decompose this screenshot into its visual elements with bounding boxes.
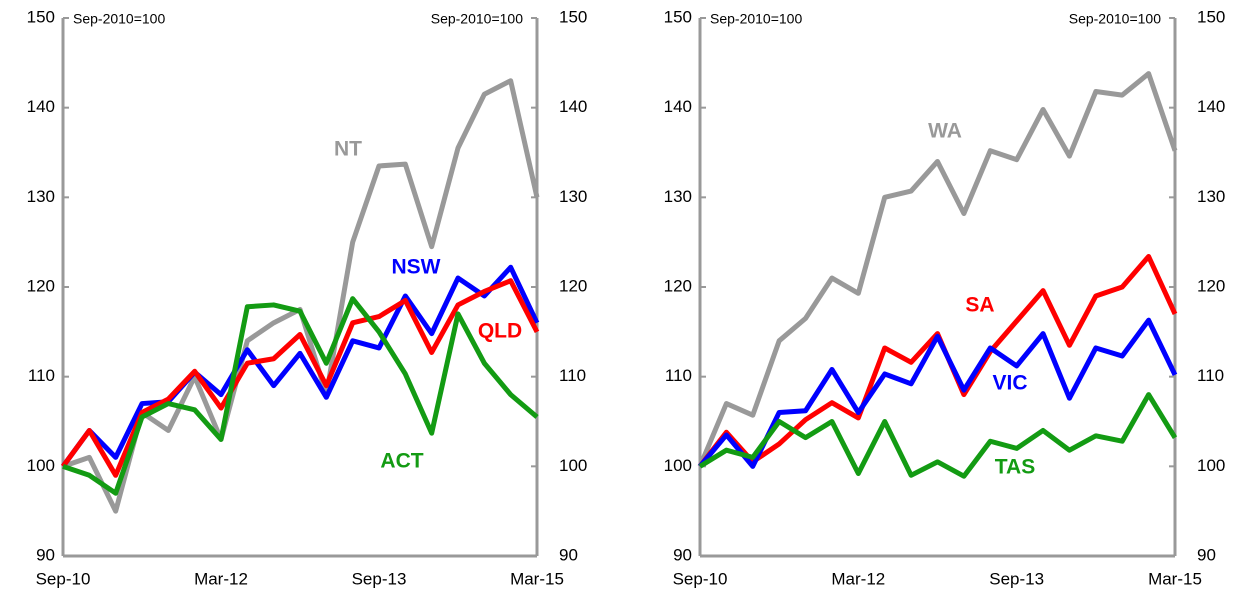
y2-tick-label: 130 (1197, 187, 1225, 206)
y-tick-label: 130 (664, 187, 692, 206)
y2-tick-label: 150 (1197, 7, 1225, 26)
series-label: TAS (995, 456, 1035, 479)
y2-tick-label: 100 (1197, 456, 1225, 475)
x-tick-label: Sep-13 (352, 569, 407, 588)
y2-tick-label: 90 (1197, 545, 1216, 564)
y2-tick-label: 110 (1197, 366, 1224, 385)
x-tick-label: Mar-12 (831, 569, 885, 588)
y-tick-label: 130 (27, 187, 55, 206)
y-tick-label: 150 (664, 7, 692, 26)
series-label: NT (334, 138, 362, 161)
series-label: SA (965, 294, 994, 317)
y2-tick-label: 130 (559, 187, 587, 206)
series-label: NSW (392, 256, 441, 279)
series-line (698, 392, 1178, 479)
x-tick-label: Mar-12 (194, 569, 248, 588)
y-tick-label: 100 (27, 456, 55, 475)
series-line (60, 278, 540, 478)
y-tick-label: 120 (664, 276, 692, 295)
y2-tick-label: 110 (559, 366, 586, 385)
y2-unit-label: Sep-2010=100 (1069, 11, 1161, 27)
y-tick-label: 110 (28, 366, 55, 385)
y-tick-label: 100 (664, 456, 692, 475)
x-tick-label: Sep-10 (36, 569, 91, 588)
series-line (698, 254, 1178, 468)
series-line (60, 264, 540, 468)
x-tick-label: Sep-10 (673, 569, 728, 588)
y2-tick-label: 120 (1197, 276, 1225, 295)
x-tick-label: Mar-15 (510, 569, 564, 588)
y2-tick-label: 100 (559, 456, 587, 475)
y-tick-label: 120 (27, 276, 55, 295)
y-tick-label: 90 (673, 545, 692, 564)
y-unit-label: Sep-2010=100 (73, 11, 165, 27)
y2-tick-label: 150 (559, 7, 587, 26)
y-tick-label: 140 (27, 97, 55, 116)
x-tick-label: Sep-13 (989, 569, 1044, 588)
y-tick-label: 90 (36, 545, 55, 564)
y-tick-label: 150 (27, 7, 55, 26)
series-label: VIC (992, 372, 1027, 395)
x-tick-label: Mar-15 (1148, 569, 1202, 588)
y2-unit-label: Sep-2010=100 (431, 11, 523, 27)
y2-tick-label: 120 (559, 276, 587, 295)
series-label: QLD (478, 320, 522, 343)
y-unit-label: Sep-2010=100 (710, 11, 802, 27)
y2-tick-label: 90 (559, 545, 578, 564)
series-line (62, 296, 539, 496)
y2-tick-label: 140 (559, 97, 587, 116)
series-label: WA (928, 120, 962, 143)
series-line (698, 317, 1178, 469)
y-tick-label: 110 (665, 366, 692, 385)
series-label: ACT (380, 450, 423, 473)
y-tick-label: 140 (664, 97, 692, 116)
y2-tick-label: 140 (1197, 97, 1225, 116)
series-line (697, 71, 1178, 468)
